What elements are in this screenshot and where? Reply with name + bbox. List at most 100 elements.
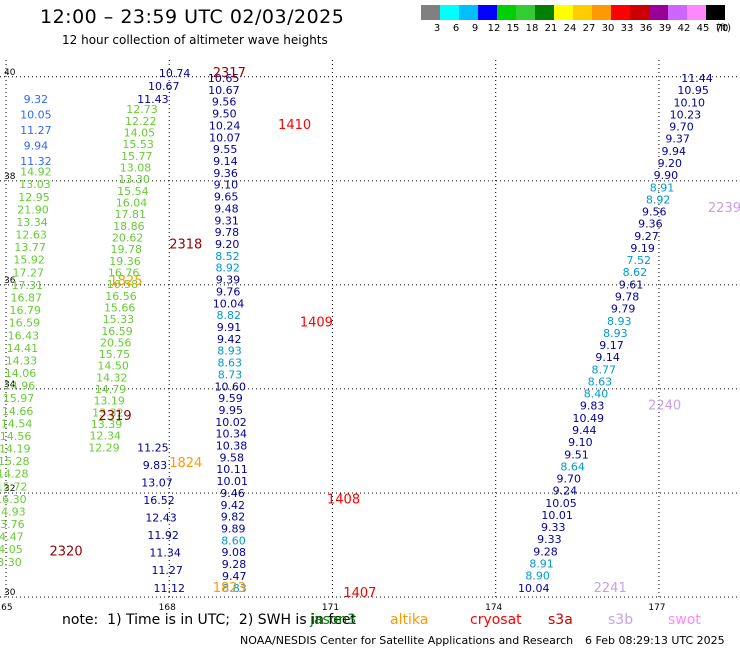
wave-height-point: 16.43 xyxy=(8,329,40,342)
wave-height-point: 15.72 xyxy=(0,480,28,493)
colorbar-tick-label: 27 xyxy=(583,23,596,34)
wave-height-point: 15.53 xyxy=(122,138,154,151)
wave-height-point: 10.38 xyxy=(216,440,248,453)
wave-height-point: 9.76 xyxy=(216,285,241,298)
wave-height-point: 14.06 xyxy=(5,367,37,380)
colorbar-swatch xyxy=(649,5,668,20)
colorbar-tick-label: 36 xyxy=(640,23,653,34)
wave-height-point: 11.92 xyxy=(147,529,179,542)
wave-height-point: 14.05 xyxy=(0,543,23,556)
colorbar-tick-label: 3 xyxy=(434,23,440,34)
wave-height-point: 15.97 xyxy=(3,392,35,405)
wave-height-point: 9.36 xyxy=(638,218,663,231)
colorbar-swatch xyxy=(611,5,630,20)
footer-credit: NOAA/NESDIS Center for Satellite Applica… xyxy=(240,634,574,647)
wave-height-point: 14.96 xyxy=(4,380,36,393)
wave-height-point: 19.78 xyxy=(111,243,143,256)
colorbar-tick-label: 21 xyxy=(545,23,558,34)
data-tracks: 9.32 10.05 11.27 9.94 11.3214.9213.0312.9521… xyxy=(0,67,713,595)
wave-height-point: 8.83 xyxy=(222,582,247,595)
wave-height-point: 8.63 xyxy=(588,375,613,388)
wave-height-point: 13.77 xyxy=(14,241,46,254)
wave-height-point: 14.93 xyxy=(0,505,26,518)
wave-height-point: 20.56 xyxy=(100,336,132,349)
wave-height-point: 15.66 xyxy=(104,301,136,314)
colorbar-tick-label: 45 xyxy=(697,23,710,34)
wave-height-point: 10.74 xyxy=(159,67,191,80)
wave-height-point: 9.94 xyxy=(24,140,49,153)
legend-item-s3a: s3a xyxy=(548,612,573,628)
colorbar-tick-label: 33 xyxy=(621,23,634,34)
legend-item-swot: swot xyxy=(668,612,701,628)
wave-height-point: 15.33 xyxy=(103,313,135,326)
wave-height-point: 12.34 xyxy=(90,430,122,443)
wave-height-point: 12.95 xyxy=(18,191,50,204)
wave-height-point: 10.60 xyxy=(214,380,246,393)
colorbar-tick-label: 18 xyxy=(526,23,539,34)
wave-height-point: 9.44 xyxy=(572,424,597,437)
wave-height-point: 13.39 xyxy=(91,418,123,431)
wave-height-point: 19.36 xyxy=(109,255,141,268)
wave-height-point: 8.82 xyxy=(216,309,241,322)
wave-height-point: 12.43 xyxy=(145,512,177,525)
wave-height-point: 9.33 xyxy=(541,521,566,534)
wave-height-point: 16.59 xyxy=(9,317,41,330)
wave-height-point: 9.89 xyxy=(221,523,246,536)
wave-height-point: 14.32 xyxy=(96,371,128,384)
chart-subtitle: 12 hour collection of altimeter wave hei… xyxy=(62,33,328,47)
wave-height-point: 10.07 xyxy=(209,131,241,144)
wave-height-point: 9.90 xyxy=(654,169,679,182)
wave-height-point: 11.44 xyxy=(681,72,713,85)
colorbar-swatch xyxy=(497,5,516,20)
wave-height-point: 9.94 xyxy=(661,145,686,158)
wave-height-point: 7.52 xyxy=(626,254,651,267)
colorbar-swatch xyxy=(630,5,649,20)
y-tick-label: 38 xyxy=(4,172,16,182)
wave-height-point: 13.76 xyxy=(0,518,25,531)
wave-height-point: 9.95 xyxy=(218,404,243,417)
wave-height-point: 8.62 xyxy=(623,266,648,279)
wave-height-point: 11.43 xyxy=(137,93,169,106)
footer-timestamp: 6 Feb 08:29:13 UTC 2025 xyxy=(585,634,725,647)
colorbar-tick-label: 24 xyxy=(564,23,577,34)
pass-label: 2239 xyxy=(708,201,740,216)
wave-height-point: 10.10 xyxy=(674,96,706,109)
wave-height-point: 16.30 xyxy=(0,493,27,506)
colorbar-swatch xyxy=(440,5,459,20)
wave-height-point: 9.78 xyxy=(215,226,240,239)
pass-labels: 2317 1410 2318 1825 1409 2319 1824 1408 2320 1823… xyxy=(50,66,740,601)
wave-height-point: 12.63 xyxy=(15,229,47,242)
wave-height-point: 11.32 xyxy=(20,155,52,168)
wave-height-point: 13.30 xyxy=(0,556,22,569)
wave-height-point: 11.27 xyxy=(20,124,52,137)
wave-height-point: 9.42 xyxy=(217,333,242,346)
wave-height-point: 14.56 xyxy=(0,430,31,443)
wave-height-point: 10.04 xyxy=(213,297,245,310)
wave-height-point: 16.76 xyxy=(108,266,140,279)
wave-height-point: 10.05 xyxy=(20,108,52,121)
y-tick-label: 34 xyxy=(4,380,16,390)
wave-height-point: 9.27 xyxy=(634,230,659,243)
wave-height-point: 18.86 xyxy=(113,220,145,233)
legend-item-s3b: s3b xyxy=(608,612,634,628)
colorbar-tick-label: 42 xyxy=(678,23,691,34)
wave-height-point: 9.55 xyxy=(213,143,238,156)
wave-height-point: 9.32 xyxy=(24,93,49,106)
wave-height-point: 10.23 xyxy=(670,108,702,121)
wave-height-point: 9.17 xyxy=(599,339,624,352)
wave-height-point: 14.50 xyxy=(97,360,129,373)
pass-label: 2317 xyxy=(213,66,246,81)
wave-height-point: 13.03 xyxy=(19,178,51,191)
wave-height-point: 9.33 xyxy=(537,533,562,546)
wave-height-point: 17.81 xyxy=(114,208,146,221)
y-tick-label: 36 xyxy=(4,276,16,286)
wave-height-point: 16.58 xyxy=(107,278,139,291)
wave-height-point: 16.56 xyxy=(105,290,137,303)
wave-height-point: 9.56 xyxy=(212,96,237,109)
pass-label: 2319 xyxy=(99,409,132,424)
wave-height-point: 17.31 xyxy=(11,279,43,292)
pass-label: 2320 xyxy=(50,544,83,559)
wave-height-point: 8.64 xyxy=(560,460,585,473)
wave-height-point: 11.25 xyxy=(137,441,169,454)
